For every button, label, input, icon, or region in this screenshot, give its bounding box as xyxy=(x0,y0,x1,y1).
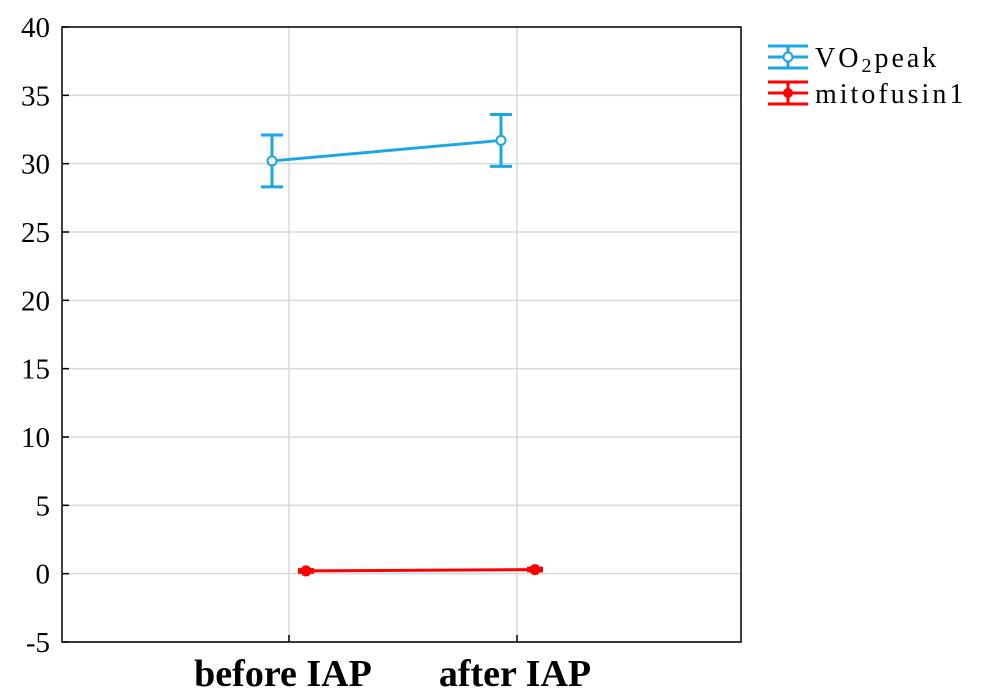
series-VO2peak xyxy=(261,112,512,189)
data-point xyxy=(300,565,312,577)
legend-label-base: mitofusin1 xyxy=(815,79,966,110)
data-point xyxy=(529,564,541,576)
series-line xyxy=(271,138,502,163)
legend-label: mitofusin1 xyxy=(815,79,966,110)
x-category-label: after IAP xyxy=(439,653,591,695)
legend-label: VO2peak xyxy=(815,43,939,77)
y-tick-label: 35 xyxy=(21,80,50,112)
y-tick-label: 30 xyxy=(21,149,50,181)
series-line xyxy=(305,568,536,573)
legend-marker xyxy=(783,88,793,98)
y-tick-label: 10 xyxy=(21,422,50,454)
y-tick-label: 15 xyxy=(21,354,50,386)
y-tick-label: 40 xyxy=(21,12,50,44)
series-layer xyxy=(261,112,543,577)
y-tick-label: -5 xyxy=(26,627,50,659)
legend-entry-mitofusin1: mitofusin1 xyxy=(768,79,966,110)
x-category-label: before IAP xyxy=(194,653,372,695)
legend-label-subscript: 2 xyxy=(861,55,874,77)
legend-label-base: VO xyxy=(815,43,861,74)
y-tick-label: 20 xyxy=(21,285,50,317)
y-axis-ticks: -5 0 5 10 15 20 25 30 35 40 xyxy=(21,12,69,659)
legend-entry-VO2peak: VO2peak xyxy=(768,43,939,77)
grid-lines xyxy=(62,26,741,643)
x-axis-ticks: before IAP after IAP xyxy=(194,635,591,695)
series-mitofusin1 xyxy=(298,564,543,577)
legend-marker xyxy=(782,51,794,63)
y-tick-label: 0 xyxy=(36,559,51,591)
data-point xyxy=(495,134,507,146)
data-point xyxy=(266,155,278,167)
plot-area-frame xyxy=(61,26,742,643)
legend-label-rest: peak xyxy=(874,43,939,74)
y-tick-label: 25 xyxy=(21,217,50,249)
y-tick-label: 5 xyxy=(36,490,51,522)
